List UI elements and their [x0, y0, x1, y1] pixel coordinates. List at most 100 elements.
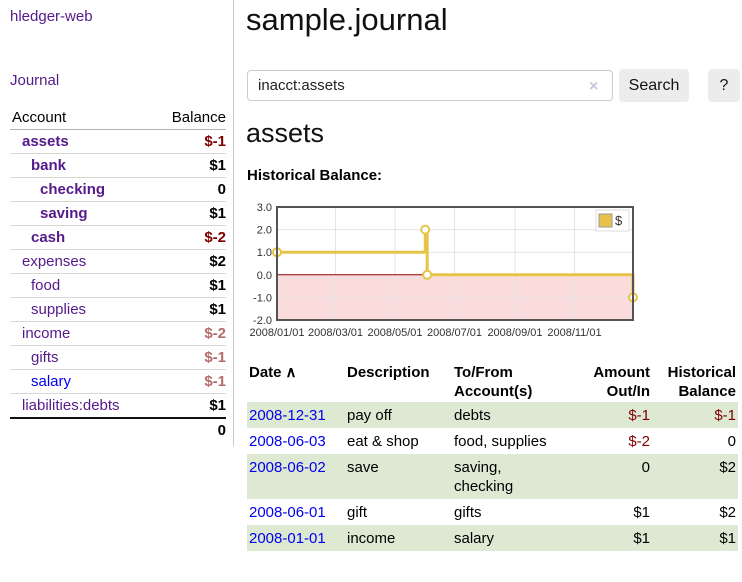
accounts-header-balance: Balance [171, 108, 226, 126]
transaction-date-link[interactable]: 2008-06-01 [249, 504, 326, 521]
svg-text:1.0: 1.0 [257, 247, 272, 259]
transaction-amount: $1 [633, 530, 650, 547]
transaction-account-line: saving, [454, 459, 502, 476]
legend-swatch [598, 213, 613, 228]
account-link-bank[interactable]: bank [31, 157, 67, 174]
transaction-date-link[interactable]: 2008-06-02 [249, 459, 326, 476]
svg-text:2008/05/01: 2008/05/01 [367, 327, 422, 339]
account-row-checking: checking 0 [10, 177, 226, 201]
account-link-checking[interactable]: checking [40, 181, 106, 198]
help-button[interactable]: ? [708, 69, 740, 102]
account-row-salary: salary $-1 [10, 369, 226, 393]
svg-text:2008/01/01: 2008/01/01 [249, 327, 304, 339]
account-balance-saving: $1 [209, 205, 226, 222]
transaction-description: eat & shop [347, 433, 419, 450]
transaction-description: save [347, 459, 379, 476]
transaction-accounts: saving, checking [452, 454, 569, 499]
account-link-supplies[interactable]: supplies [31, 301, 87, 318]
column-header-date[interactable]: Date ∧ [247, 362, 345, 402]
transaction-balance: $-1 [714, 407, 736, 424]
account-link-saving[interactable]: saving [40, 205, 88, 222]
transaction-row: 2008-06-03 eat & shop food, supplies $-2… [247, 428, 738, 454]
svg-text:3.0: 3.0 [257, 202, 272, 214]
account-row-liabilities-debts: liabilities:debts $1 [10, 393, 226, 417]
account-row-expenses: expenses $2 [10, 249, 226, 273]
transaction-row: 2008-12-31 pay off debts $-1 $-1 [247, 402, 738, 428]
svg-text:0.0: 0.0 [257, 270, 272, 282]
account-row-saving: saving $1 [10, 201, 226, 225]
account-row-cash: cash $-2 [10, 225, 226, 249]
account-link-gifts[interactable]: gifts [31, 349, 59, 366]
amount-header-line2: Out/In [606, 383, 650, 400]
svg-text:2008/07/01: 2008/07/01 [427, 327, 482, 339]
balance-header-line1: Historical [667, 364, 736, 381]
clear-search-icon[interactable]: × [589, 78, 599, 95]
account-balance-expenses: $2 [209, 253, 226, 270]
account-link-income[interactable]: income [22, 325, 71, 342]
transaction-accounts: gifts [454, 504, 482, 521]
transaction-date-link[interactable]: 2008-06-03 [249, 433, 326, 450]
amount-header-line1: Amount [593, 364, 650, 381]
account-balance-income: $-2 [204, 325, 226, 342]
search-button[interactable]: Search [619, 69, 689, 102]
transaction-accounts: debts [454, 407, 491, 424]
svg-text:-1.0: -1.0 [253, 292, 272, 304]
tofrom-header-line2: Account(s) [454, 383, 533, 400]
account-balance-bank: $1 [209, 157, 226, 174]
transaction-amount: $1 [633, 504, 650, 521]
account-row-assets: assets $-1 [10, 129, 226, 153]
transaction-date-link[interactable]: 2008-01-01 [249, 530, 326, 547]
account-link-salary[interactable]: salary [31, 373, 72, 390]
account-balance-food: $1 [209, 277, 226, 294]
transaction-date-link[interactable]: 2008-12-31 [249, 407, 326, 424]
account-heading: assets [246, 118, 325, 148]
accounts-total-value: 0 [217, 421, 226, 439]
column-header-amount: Amount Out/In [569, 362, 652, 402]
accounts-header-account: Account [12, 108, 67, 126]
column-header-balance: Historical Balance [652, 362, 738, 402]
balance-header-line2: Balance [678, 383, 736, 400]
sidebar-item-journal[interactable]: Journal [10, 72, 60, 89]
account-balance-assets: $-1 [204, 133, 226, 150]
account-row-bank: bank $1 [10, 153, 226, 177]
account-row-gifts: gifts $-1 [10, 345, 226, 369]
register-table: Date ∧ Description To/From Account(s) Amo… [247, 362, 738, 551]
tofrom-header-line1: To/From [454, 364, 513, 381]
chart-title: Historical Balance: [247, 167, 383, 184]
sort-ascending-icon: ∧ [285, 364, 297, 381]
accounts-total-row: 0 [10, 417, 226, 441]
account-balance-liabilities-debts: $1 [209, 397, 226, 414]
legend-label: $ [615, 213, 623, 228]
account-link-food[interactable]: food [31, 277, 61, 294]
sidebar-divider [233, 0, 234, 446]
transaction-row: 2008-06-01 gift gifts $1 $2 [247, 499, 738, 525]
transaction-description: pay off [347, 407, 392, 424]
account-row-food: food $1 [10, 273, 226, 297]
account-balance-salary: $-1 [204, 373, 226, 390]
transaction-balance: $2 [719, 504, 736, 521]
account-balance-cash: $-2 [204, 229, 226, 246]
register-header-row: Date ∧ Description To/From Account(s) Amo… [247, 362, 738, 402]
app-title-link[interactable]: hledger-web [10, 8, 93, 25]
account-link-assets[interactable]: assets [22, 133, 69, 150]
account-link-cash[interactable]: cash [31, 229, 66, 246]
transaction-description: gift [347, 504, 368, 521]
account-row-income: income $-2 [10, 321, 226, 345]
account-link-expenses[interactable]: expenses [22, 253, 87, 270]
search-input[interactable] [247, 70, 613, 101]
date-header-label: Date [249, 364, 282, 381]
account-row-supplies: supplies $1 [10, 297, 226, 321]
transaction-account-line: checking [454, 478, 514, 495]
transaction-row: 2008-06-02 save saving, checking 0 $2 [247, 454, 738, 499]
transaction-accounts: salary [454, 530, 495, 547]
account-balance-gifts: $-1 [204, 349, 226, 366]
transaction-balance: $1 [719, 530, 736, 547]
transaction-balance: 0 [727, 433, 736, 450]
account-balance-checking: 0 [217, 181, 226, 198]
account-link-liabilities-debts[interactable]: liabilities:debts [22, 397, 120, 414]
svg-text:2008/11/01: 2008/11/01 [547, 327, 601, 339]
account-balance-supplies: $1 [209, 301, 226, 318]
column-header-tofrom: To/From Account(s) [452, 362, 569, 402]
accounts-sidebar: Account Balance assets $-1 bank $1 check… [10, 105, 226, 441]
